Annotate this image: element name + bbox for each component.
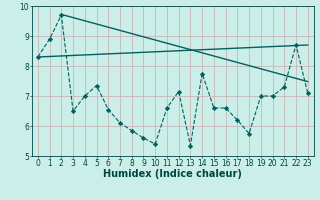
X-axis label: Humidex (Indice chaleur): Humidex (Indice chaleur) <box>103 169 242 179</box>
